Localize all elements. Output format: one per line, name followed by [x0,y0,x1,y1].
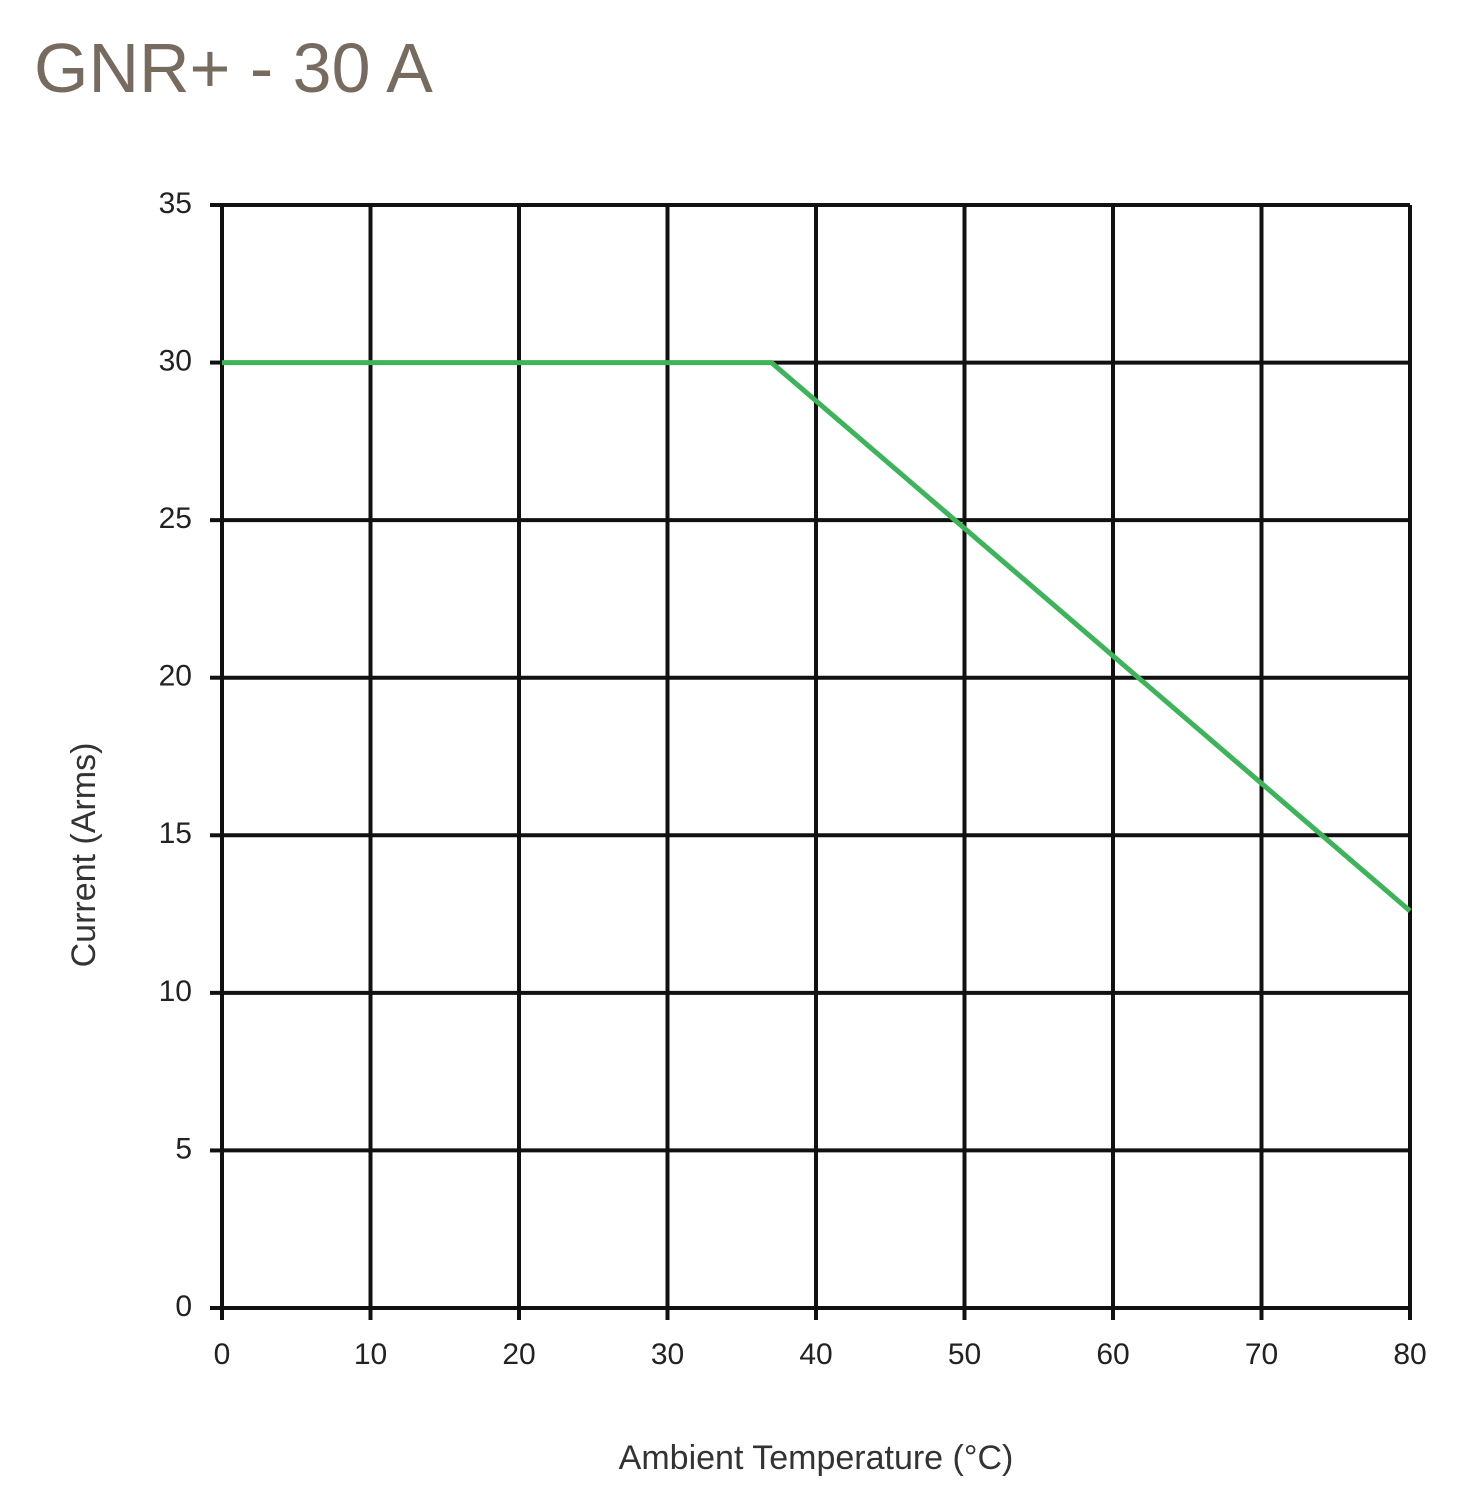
data-line [222,360,1412,913]
x-tick-label: 70 [1245,1338,1278,1371]
x-tick-label: 60 [1096,1338,1129,1371]
x-axis-label: Ambient Temperature (°C) [619,1439,1014,1477]
x-tick-label: 20 [502,1338,535,1371]
y-tick-label: 0 [175,1290,192,1323]
y-tick-label: 35 [159,187,192,220]
y-tick-label: 5 [175,1132,192,1165]
y-tick-label: 25 [159,502,192,535]
y-tick-label: 15 [159,817,192,850]
chart-title: GNR+ - 30 A [34,29,433,107]
x-tick-label: 0 [214,1338,231,1371]
x-tick-label: 50 [948,1338,981,1371]
y-tick-label: 10 [159,975,192,1008]
x-tick-label: 40 [799,1338,832,1371]
x-tick-label: 10 [354,1338,387,1371]
y-tick-label: 20 [159,660,192,693]
x-tick-label: 30 [651,1338,684,1371]
x-tick-label: 80 [1393,1338,1426,1371]
y-axis-label: Current (Arms) [65,743,103,968]
y-tick-label: 30 [159,344,192,377]
